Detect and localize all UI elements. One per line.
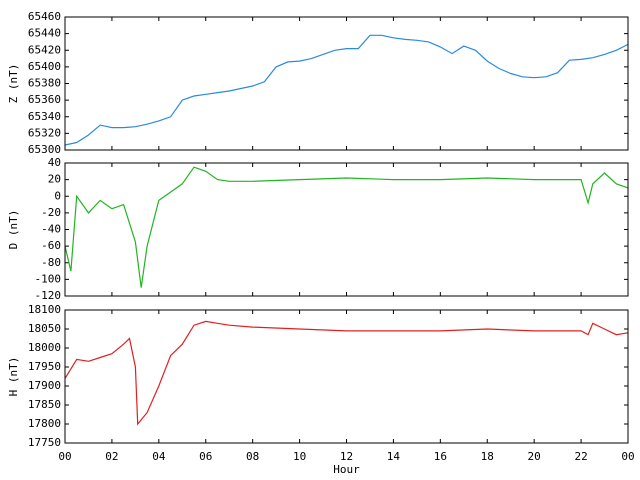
x-tick-label: 06	[199, 450, 212, 463]
y-tick-label: 65360	[28, 93, 61, 106]
y-tick-label: -20	[41, 206, 61, 219]
y-tick-label: -80	[41, 256, 61, 269]
x-tick-label: 02	[105, 450, 118, 463]
y-tick-label: 65320	[28, 126, 61, 139]
y-tick-label: 17800	[28, 417, 61, 430]
x-tick-label: 10	[293, 450, 306, 463]
y-tick-label: -60	[41, 239, 61, 252]
x-tick-label: 18	[481, 450, 494, 463]
y-tick-label: 17850	[28, 398, 61, 411]
x-tick-label: 08	[246, 450, 259, 463]
plot-frame	[64, 162, 629, 297]
y-tick-label: -40	[41, 223, 61, 236]
y-tick-label: 65420	[28, 43, 61, 56]
y-tick-label: 17900	[28, 379, 61, 392]
x-tick-label: 20	[528, 450, 541, 463]
y-tick-label: 40	[48, 156, 61, 169]
y-tick-label: 65300	[28, 143, 61, 156]
data-line	[64, 320, 629, 426]
x-tick-label: 12	[340, 450, 353, 463]
y-tick-label: 17750	[28, 436, 61, 449]
y-tick-label: 65440	[28, 27, 61, 40]
y-axis-label: Z (nT)	[7, 64, 20, 104]
plot-frame	[64, 16, 629, 151]
y-tick-label: 20	[48, 173, 61, 186]
x-axis-label: Hour	[333, 463, 360, 476]
x-tick-label: 00	[58, 450, 71, 463]
y-tick-label: 18050	[28, 322, 61, 335]
y-tick-label: 18000	[28, 341, 61, 354]
data-line	[64, 166, 629, 288]
x-tick-label: 14	[387, 450, 401, 463]
plot-frame	[64, 309, 629, 444]
y-axis-label: H (nT)	[7, 357, 20, 397]
x-tick-label: 16	[434, 450, 447, 463]
y-tick-label: -120	[35, 289, 62, 302]
y-tick-label: 65400	[28, 60, 61, 73]
y-tick-label: 18100	[28, 303, 61, 316]
y-tick-label: 65460	[28, 10, 61, 23]
x-tick-label: 00	[621, 450, 634, 463]
x-tick-label: 04	[152, 450, 166, 463]
y-tick-label: 17950	[28, 360, 61, 373]
y-axis-label: D (nT)	[7, 210, 20, 250]
y-tick-label: 65380	[28, 77, 61, 90]
data-line	[64, 34, 629, 146]
y-tick-label: 0	[54, 189, 61, 202]
y-tick-label: -100	[35, 272, 62, 285]
x-tick-label: 22	[574, 450, 587, 463]
y-tick-label: 65340	[28, 110, 61, 123]
